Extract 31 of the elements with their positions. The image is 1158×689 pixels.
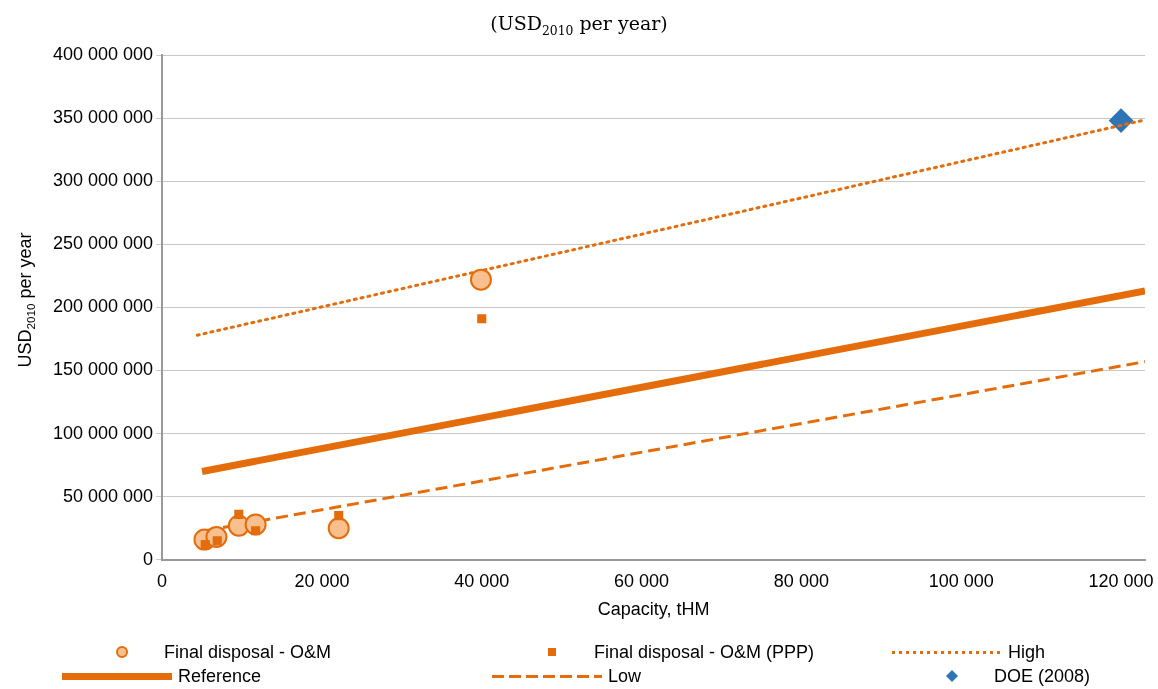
y-tick-label: 350 000 000 bbox=[52, 107, 154, 128]
legend-label: Low bbox=[608, 665, 642, 687]
point bbox=[477, 314, 487, 324]
point bbox=[251, 526, 261, 536]
legend-label: Final disposal - O&M (PPP) bbox=[594, 641, 815, 663]
x-axis-title: Capacity, tHM bbox=[597, 599, 710, 620]
point bbox=[469, 268, 492, 291]
x-tick-label: 60 000 bbox=[614, 570, 670, 591]
legend-label: DOE (2008) bbox=[994, 665, 1091, 687]
chart-title: (USD$_{2010}$ per year) bbox=[489, 12, 669, 38]
y-tick-label: 100 000 000 bbox=[52, 422, 154, 443]
x-tick-label: 120 000 bbox=[1088, 570, 1154, 591]
x-tick-label: 100 000 bbox=[928, 570, 994, 591]
legend-label: High bbox=[1008, 641, 1046, 663]
x-tick-label: 40 000 bbox=[454, 570, 510, 591]
y-tick-label: 300 000 000 bbox=[52, 170, 154, 191]
y-tick-label: 250 000 000 bbox=[52, 233, 154, 254]
x-tick-label: 0 bbox=[157, 570, 168, 591]
y-tick-label: 0 bbox=[143, 548, 154, 569]
point bbox=[200, 540, 210, 550]
point bbox=[234, 509, 244, 519]
x-tick-label: 80 000 bbox=[773, 570, 829, 591]
legend-label: Final disposal - O&M bbox=[164, 641, 332, 663]
point bbox=[327, 517, 350, 540]
x-tick-label: 20 000 bbox=[294, 570, 350, 591]
y-tick-label: 200 000 000 bbox=[52, 296, 154, 317]
legend-label: Reference bbox=[178, 665, 262, 687]
y-tick-label: 50 000 000 bbox=[63, 485, 154, 506]
y-tick-label: 400 000 000 bbox=[52, 43, 154, 64]
y-tick-label: 150 000 000 bbox=[52, 359, 154, 380]
point bbox=[334, 511, 344, 521]
